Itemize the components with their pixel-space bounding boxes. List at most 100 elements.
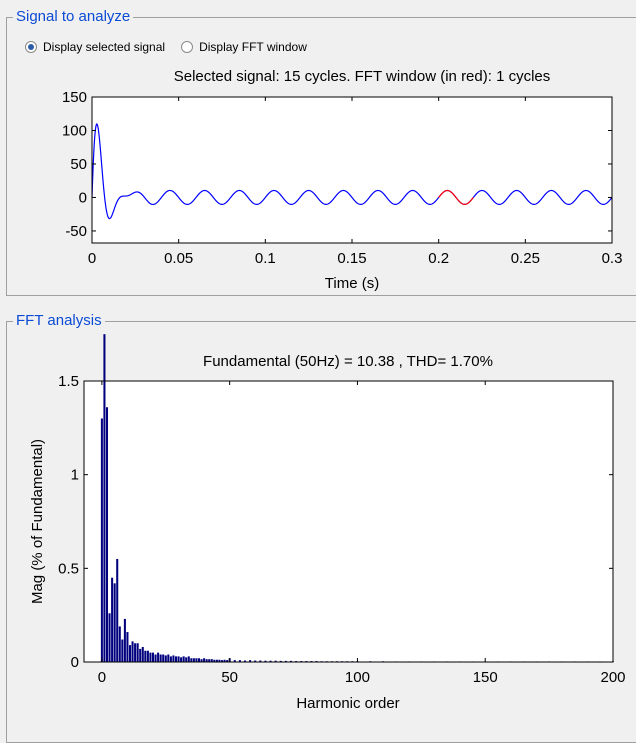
signal-y-tick-label: 150: [62, 89, 87, 106]
signal-panel: [6, 17, 636, 296]
fft-bar: [218, 659, 221, 662]
fft-bar: [169, 656, 172, 662]
fft-bar: [213, 659, 216, 662]
signal-x-tick-label: 0.05: [164, 250, 193, 267]
fft-bar: [126, 632, 129, 662]
signal-line: [92, 123, 612, 220]
fft-bar: [111, 577, 114, 662]
display-mode-radio-group: Display selected signal Display FFT wind…: [25, 38, 323, 56]
signal-x-tick-label: 0.1: [255, 250, 276, 267]
fft-bar: [105, 407, 109, 662]
fft-x-tick-label: 100: [345, 669, 370, 686]
fft-bar: [226, 660, 229, 662]
fft-window-line: [438, 189, 474, 206]
signal-y-tick-label: 0: [79, 189, 87, 206]
signal-plot-area: [92, 97, 612, 243]
signal-x-tick-label: 0.2: [428, 250, 449, 267]
fft-bar: [238, 660, 241, 662]
fft-bar: [249, 660, 252, 662]
fft-bar: [192, 658, 195, 662]
display-signal-radio[interactable]: [25, 41, 37, 53]
fft-bar: [116, 558, 119, 662]
fft-bar: [172, 655, 175, 662]
fft-bar: [264, 660, 267, 662]
fft-bar: [134, 643, 137, 662]
fft-bar: [157, 652, 160, 662]
fft-bar: [149, 652, 152, 662]
signal-panel-title: Signal to analyze: [13, 9, 134, 25]
fft-bar: [284, 660, 287, 662]
display-fft-radio-label[interactable]: Display FFT window: [199, 40, 307, 54]
fft-bar: [118, 626, 121, 662]
fft-bar: [223, 659, 226, 662]
signal-x-tick-label: 0.3: [602, 250, 623, 267]
fft-bar: [279, 660, 282, 662]
display-fft-radio[interactable]: [181, 41, 194, 53]
fft-bar: [100, 418, 103, 662]
fft-bar: [274, 660, 277, 662]
fft-bar: [174, 656, 178, 662]
fft-bar: [121, 639, 124, 662]
fft-bar: [177, 656, 180, 662]
fft-bar: [254, 660, 257, 662]
fft-x-tick-label: 50: [221, 669, 238, 686]
signal-x-axis-label: Time (s): [325, 275, 379, 292]
fft-bar: [190, 658, 193, 662]
fft-bar: [182, 656, 185, 662]
fft-y-tick-label: 1: [71, 467, 79, 484]
fft-bar: [185, 657, 188, 662]
fft-bar: [187, 656, 190, 662]
fft-y-tick-label: 0: [71, 654, 79, 671]
fft-y-tick-label: 1.5: [58, 373, 79, 390]
signal-y-tick-label: 100: [62, 122, 87, 139]
fft-bar: [136, 643, 139, 662]
fft-bar: [108, 613, 111, 662]
fft-chart-title: Fundamental (50Hz) = 10.38 , THD= 1.70%: [203, 353, 493, 370]
fft-bar: [131, 641, 134, 662]
fft-bar: [210, 659, 213, 662]
signal-chart-title: Selected signal: 15 cycles. FFT window (…: [174, 68, 551, 85]
fft-bar: [180, 657, 183, 662]
display-signal-radio-label[interactable]: Display selected signal: [43, 40, 166, 54]
fft-bar: [243, 660, 247, 662]
fft-bar: [164, 655, 167, 662]
fft-bar: [289, 660, 293, 662]
fft-bar: [162, 654, 165, 662]
fft-bar: [159, 654, 162, 662]
fft-panel-title: FFT analysis: [13, 313, 105, 329]
fft-bar: [203, 658, 206, 662]
fft-bar: [215, 659, 218, 662]
fft-bar: [220, 660, 224, 662]
fft-y-tick-label: 0.5: [58, 560, 79, 577]
fft-x-tick-label: 150: [473, 669, 498, 686]
fft-bar: [233, 660, 236, 662]
fft-bar: [144, 650, 147, 662]
fft-x-tick-label: 200: [600, 669, 625, 686]
fft-x-tick-label: 0: [98, 669, 106, 686]
fft-bar: [123, 618, 126, 662]
signal-y-tick-label: 50: [70, 156, 87, 173]
fft-bar: [141, 647, 144, 662]
fft-bar: [208, 659, 211, 662]
signal-x-tick-label: 0: [88, 250, 96, 267]
fft-x-axis-label: Harmonic order: [296, 695, 399, 712]
fft-bar: [259, 660, 262, 662]
fft-bar: [154, 654, 157, 662]
fft-bar: [103, 334, 106, 662]
signal-x-tick-label: 0.15: [337, 250, 366, 267]
fft-bar: [139, 648, 142, 662]
signal-x-tick-label: 0.25: [511, 250, 540, 267]
fft-plot-frame: [83, 380, 614, 663]
fft-bar: [113, 583, 116, 662]
fft-bar: [205, 659, 208, 662]
fft-y-axis-label: Mag (% of Fundamental): [29, 439, 46, 604]
fft-plot-area: [84, 381, 613, 662]
fft-bar: [151, 652, 155, 662]
fft-bar: [128, 645, 132, 662]
signal-y-tick-label: -50: [65, 223, 87, 240]
fft-bar: [200, 659, 203, 662]
fft-bar: [269, 660, 272, 662]
fft-bar: [195, 658, 198, 662]
fft-bar: [167, 654, 170, 662]
